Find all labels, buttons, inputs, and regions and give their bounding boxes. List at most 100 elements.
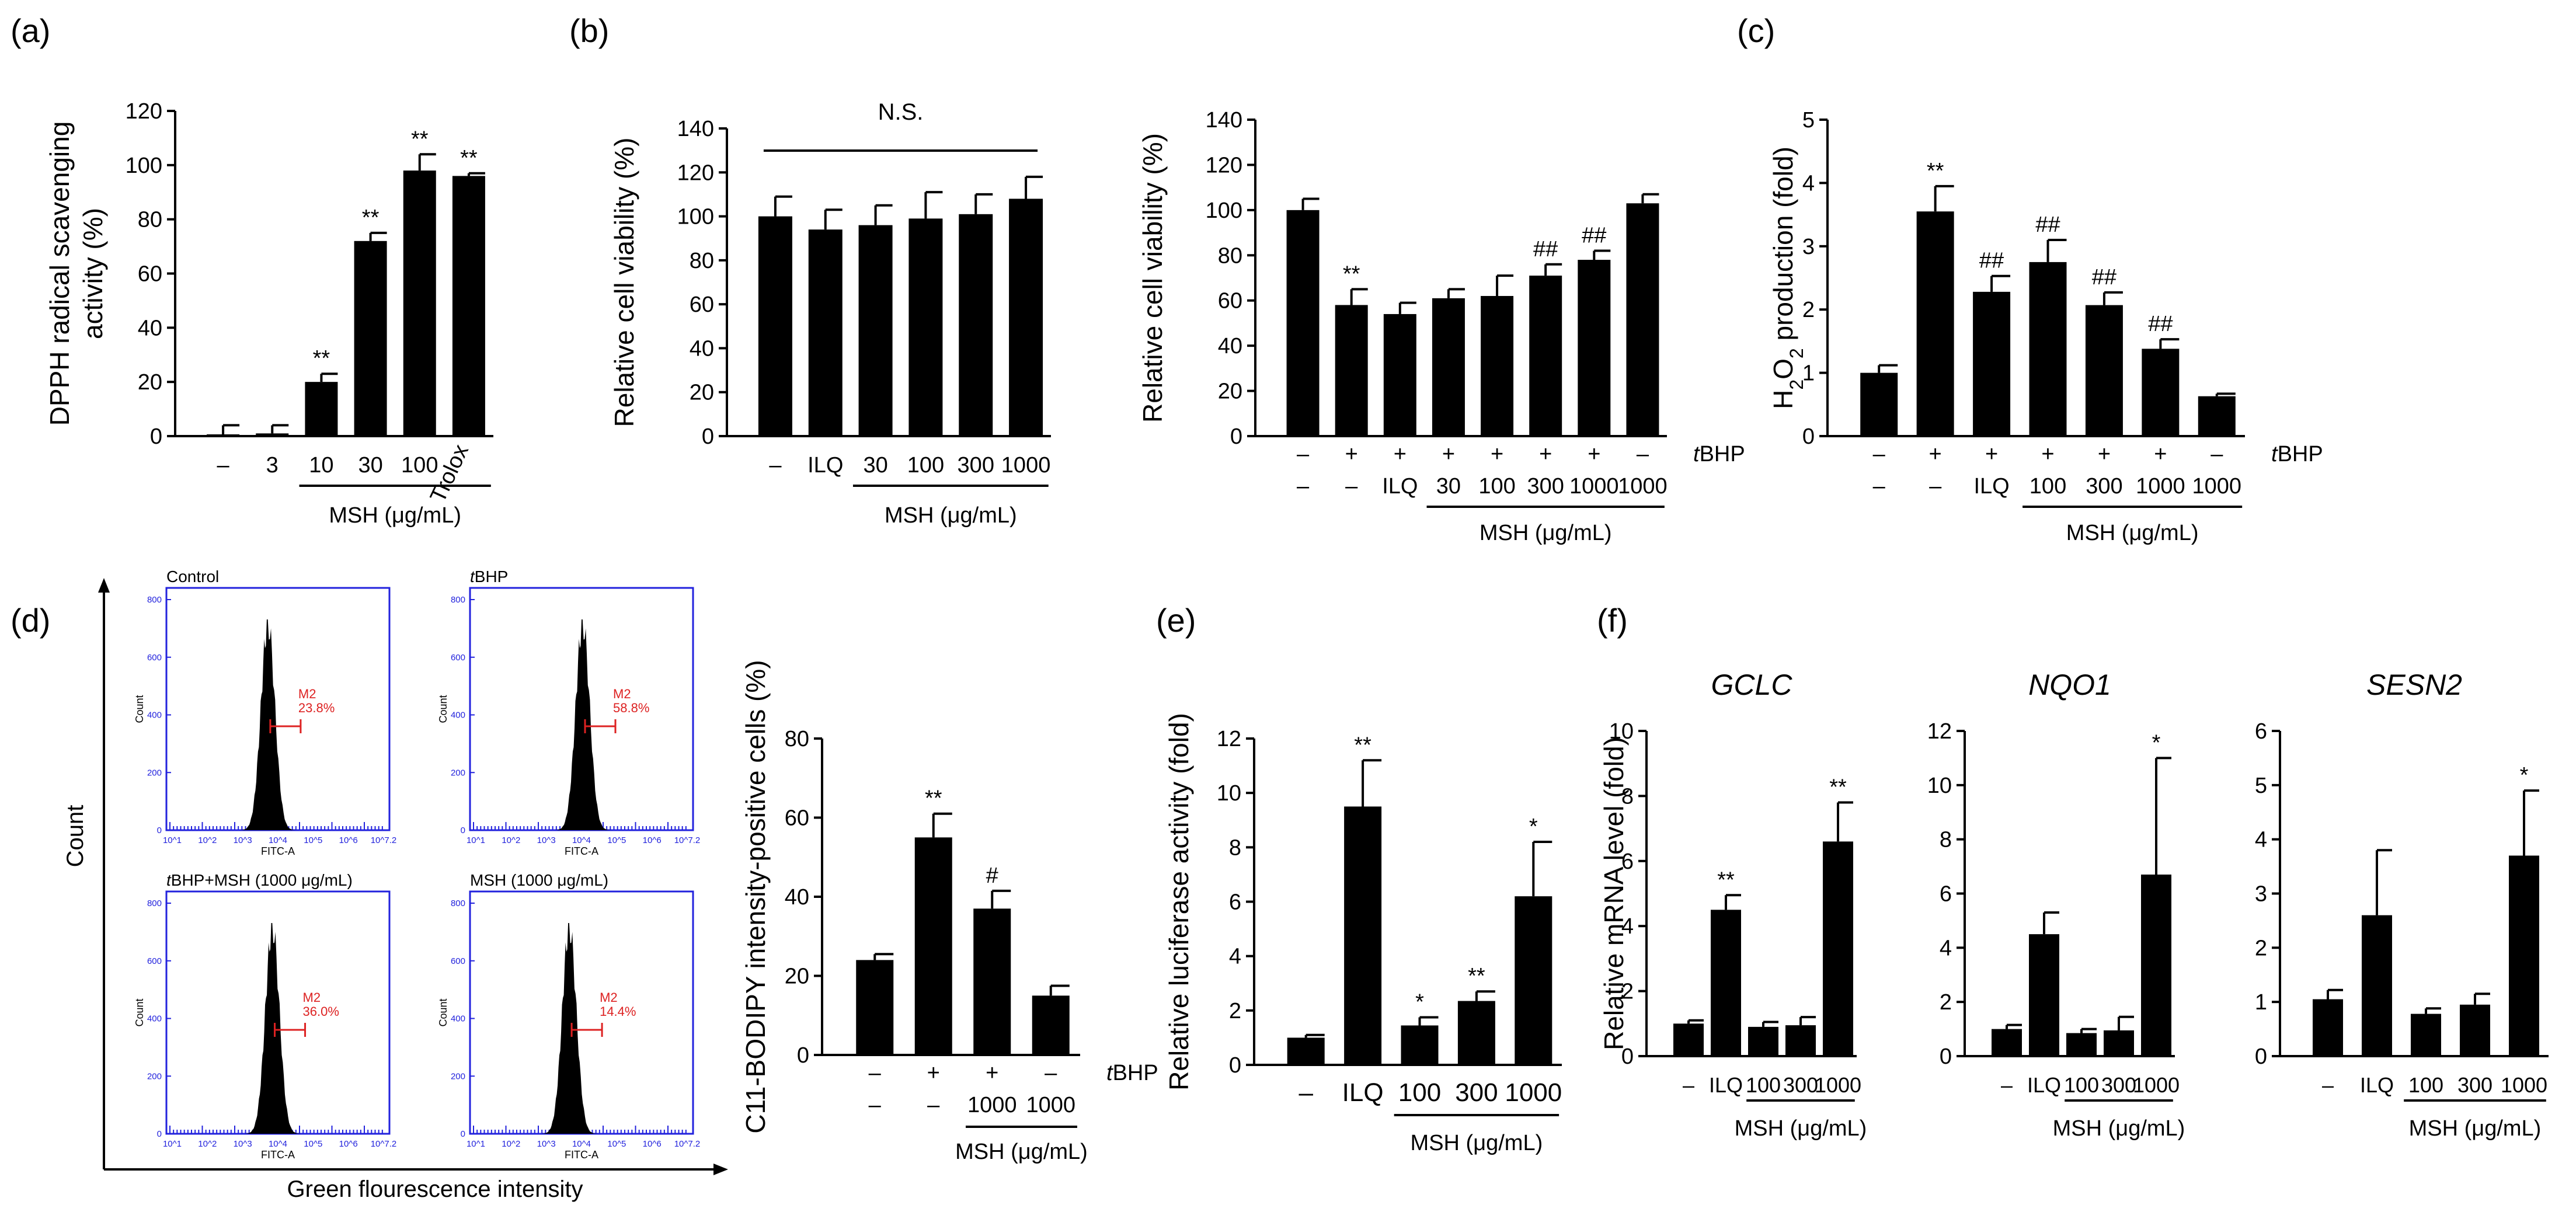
bar <box>1481 295 1514 436</box>
histogram-count-label: Count <box>437 998 449 1026</box>
x-tick-label: 100 <box>1398 1078 1441 1107</box>
y-axis-label: Relative cell viability (%) <box>1137 133 1168 423</box>
y-tick-label: 60 <box>785 806 809 831</box>
intensity-axis-label: Green flourescence intensity <box>287 1176 583 1202</box>
bar <box>1335 305 1368 436</box>
histogram-y-tick: 800 <box>147 595 162 605</box>
bar <box>2509 855 2539 1056</box>
marker-label: M2 <box>600 990 618 1005</box>
histogram-y-tick: 800 <box>451 898 465 908</box>
y-axis-label: Relative cell viability (%) <box>609 138 639 427</box>
x-tick-label: 1000 <box>2133 1073 2180 1097</box>
bar <box>758 216 792 436</box>
significance-mark: ** <box>1468 964 1485 988</box>
histogram-x-tick: 10^2 <box>502 1139 520 1149</box>
y-tick-label: 2 <box>1229 999 1241 1023</box>
histogram-fitc-label: FITC-A <box>565 1149 598 1161</box>
marker-label: M2 <box>303 990 321 1005</box>
panel-label-d: (d) <box>11 602 50 639</box>
x-tick-label: 300 <box>2457 1073 2493 1097</box>
bar <box>858 225 893 436</box>
row2-label: 1000 <box>2136 474 2185 499</box>
histogram-fitc-label: FITC-A <box>261 1149 295 1161</box>
bar <box>1432 298 1465 436</box>
row1-label: + <box>927 1061 940 1085</box>
y-tick-label: 60 <box>690 292 714 317</box>
significance-mark: ** <box>1354 733 1371 757</box>
ns-label: N.S. <box>878 99 924 125</box>
significance-mark: ** <box>460 146 478 170</box>
x-tick-label: ILQ <box>1709 1073 1743 1097</box>
bar <box>908 218 943 436</box>
histogram-y-tick: 200 <box>451 768 465 778</box>
x-tick-label: ILQ <box>1342 1078 1384 1107</box>
marker-percent: 58.8% <box>613 701 649 715</box>
bar <box>2104 1030 2134 1056</box>
y-tick-label: 40 <box>785 885 809 910</box>
y-tick-label: 140 <box>1206 108 1242 133</box>
histogram-x-tick: 10^1 <box>163 1139 182 1149</box>
row2-label: 1000 <box>1569 474 1619 499</box>
y-tick-label: 3 <box>2255 882 2267 907</box>
histogram-y-tick: 0 <box>157 1129 162 1139</box>
row1-label: – <box>869 1061 882 1085</box>
x-tick-label: – <box>1683 1073 1694 1097</box>
histogram-y-tick: 600 <box>147 653 162 663</box>
y-axis-label: DPPH radical scavenging <box>44 121 75 426</box>
y-tick-label: 6 <box>1940 882 1952 907</box>
histogram-y-tick: 600 <box>451 653 465 663</box>
histogram-y-tick: 200 <box>451 1071 465 1081</box>
chart-d: 0 20 40 60 80 C11-BODIPY intensity-positive c… <box>740 660 1158 1164</box>
y-tick-label: 120 <box>1206 153 1242 177</box>
histogram-x-tick: 10^5 <box>607 835 626 845</box>
histogram-y-tick: 200 <box>147 768 162 778</box>
row2-label: 1000 <box>967 1093 1017 1117</box>
panel-label-e: (e) <box>1156 602 1196 639</box>
y-tick-label: 0 <box>1230 424 1242 449</box>
x-tick-label: 300 <box>958 453 994 478</box>
group-label: MSH (μg/mL) <box>2066 521 2199 545</box>
panel-label-c: (c) <box>1737 12 1775 49</box>
y-tick-label: 100 <box>126 154 162 178</box>
histogram-y-tick: 400 <box>451 1014 465 1024</box>
marker-percent: 23.8% <box>298 701 335 715</box>
row2-label: – <box>927 1093 940 1117</box>
significance-mark: ** <box>411 127 429 151</box>
row1-label: + <box>1442 442 1455 466</box>
row2-label: 30 <box>1436 474 1461 499</box>
panel-label-a: (a) <box>11 12 50 49</box>
bar <box>403 170 436 436</box>
bar <box>1401 1025 1439 1065</box>
histogram-x-tick: 10^7.2 <box>674 835 701 845</box>
bar <box>2029 934 2059 1056</box>
y-tick-label: 40 <box>138 316 162 340</box>
x-tick-label: ILQ <box>807 453 843 478</box>
y-tick-label: 100 <box>677 205 714 229</box>
y-tick-label: 12 <box>1927 719 1952 744</box>
bar <box>1515 896 1552 1065</box>
row2-label: – <box>1929 474 1942 499</box>
histogram-x-tick: 10^6 <box>643 835 662 845</box>
x-tick-label: 10 <box>309 453 333 478</box>
histogram-fitc-label: FITC-A <box>261 845 295 857</box>
y-tick-label: 5 <box>1802 108 1815 133</box>
group-label: MSH (μg/mL) <box>2409 1116 2542 1141</box>
y-axis-label: Relative mRNA level (fold) <box>1599 737 1629 1050</box>
bar <box>1711 910 1741 1056</box>
significance-mark: ## <box>2148 312 2173 336</box>
histogram-title: tBHP+MSH (1000 μg/mL) <box>166 871 353 889</box>
bar <box>256 433 289 436</box>
histogram-x-tick: 10^6 <box>339 1139 358 1149</box>
row1-label: + <box>2154 442 2167 466</box>
y-tick-label: 60 <box>138 262 162 287</box>
y-tick-label: 6 <box>2255 719 2267 744</box>
y-tick-label: 2 <box>2255 936 2267 960</box>
x-tick-label: 1000 <box>2501 1073 2547 1097</box>
chart-title: NQO1 <box>2028 668 2111 701</box>
y-axis-label: Relative luciferase activity (fold) <box>1164 713 1194 1091</box>
significance-mark: ** <box>1717 868 1735 892</box>
y-tick-label: 20 <box>690 381 714 405</box>
y-axis-label: C11-BODIPY intensity-positive cells (%) <box>740 660 771 1133</box>
